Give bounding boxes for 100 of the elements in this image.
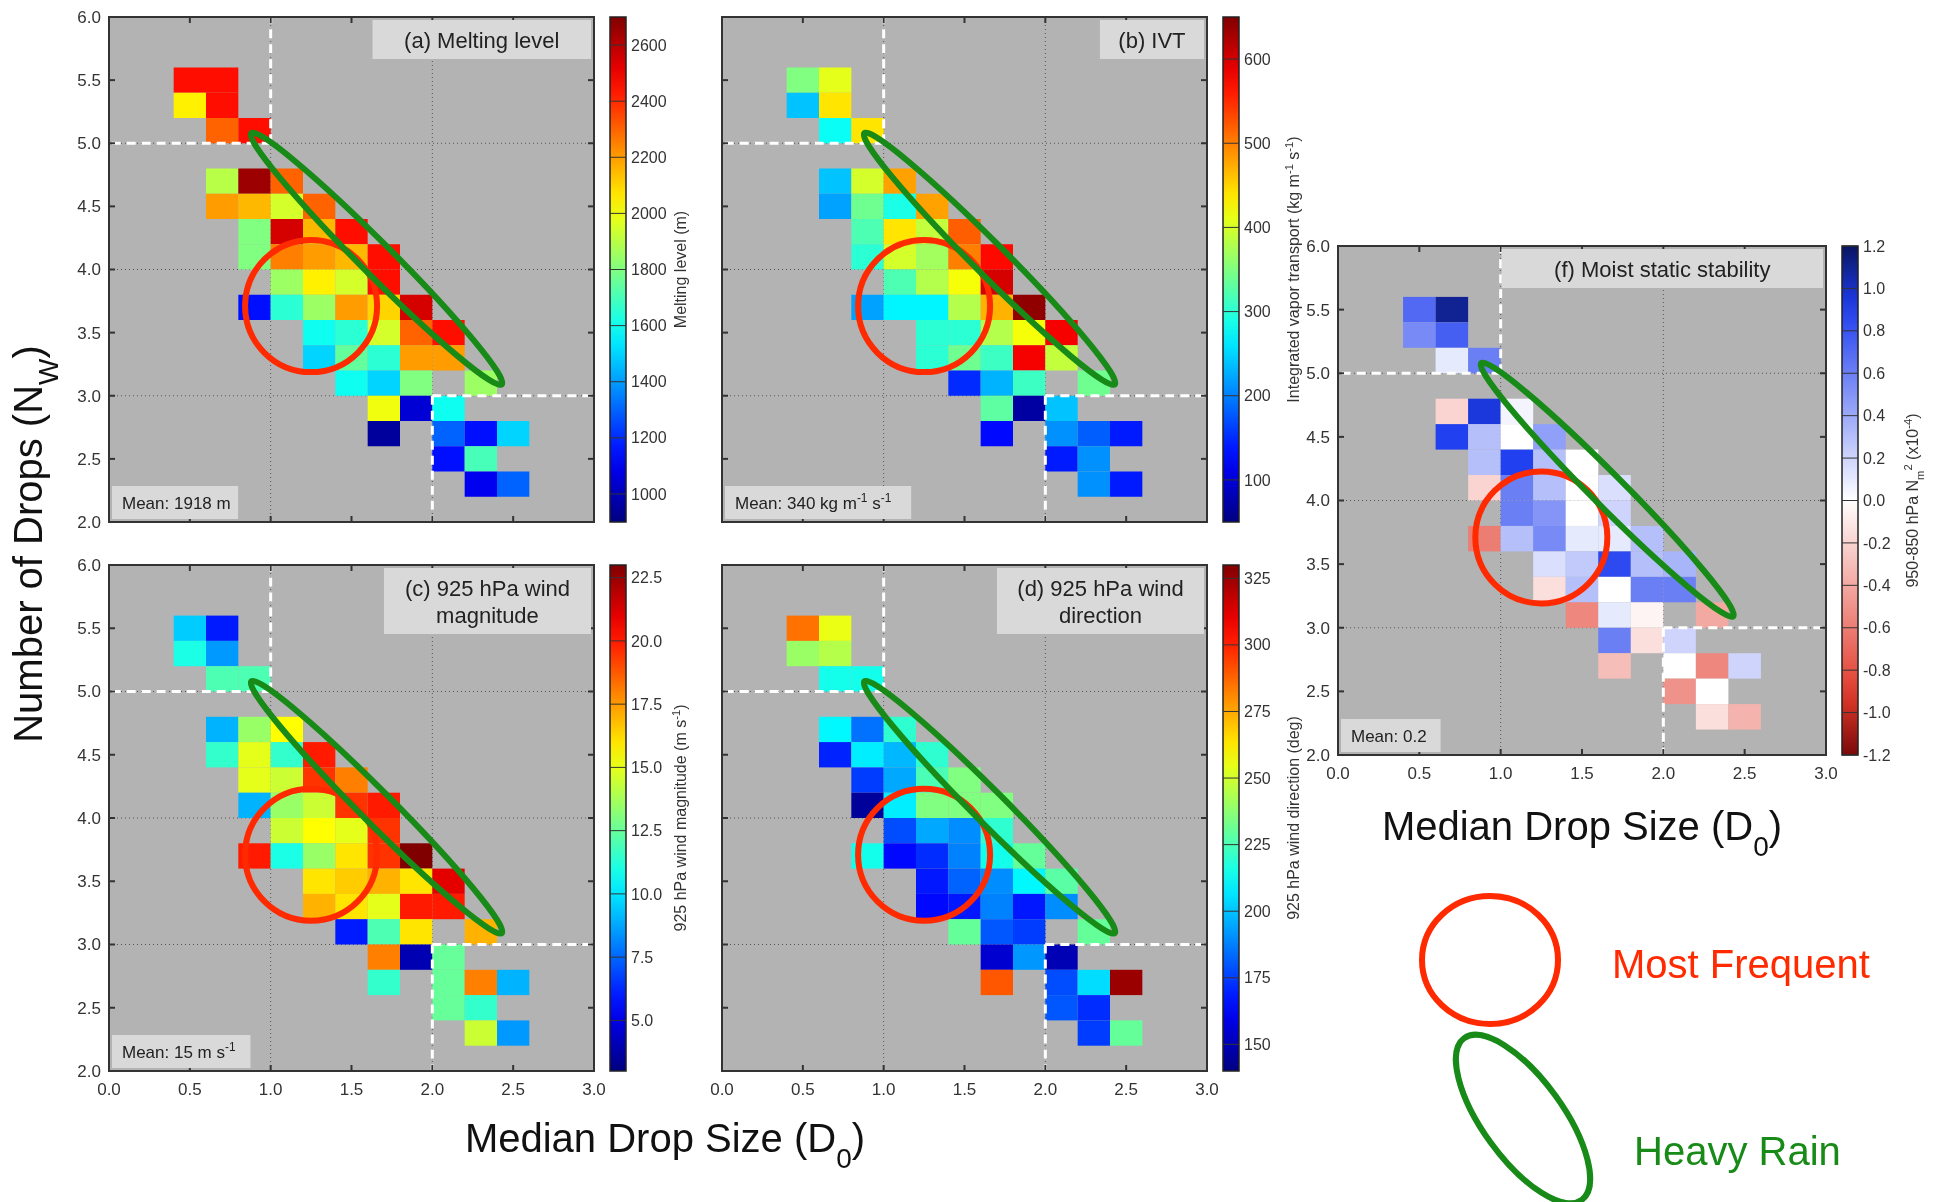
point (786, 615, 819, 641)
title-box: (d) 925 hPa wind direction (996, 568, 1204, 634)
point (883, 269, 916, 295)
color-bar-label: 500 (1244, 134, 1271, 152)
point (1663, 627, 1696, 654)
y-tick-label: 2.0 (77, 1061, 101, 1081)
point (948, 818, 981, 844)
point (270, 269, 303, 295)
point (948, 868, 981, 894)
point (367, 345, 400, 371)
color-bar-label: -0.6 (1863, 619, 1891, 637)
point (916, 320, 949, 346)
point (948, 320, 981, 346)
color-bar-label: 2200 (631, 148, 667, 166)
point (238, 767, 271, 793)
point (367, 919, 400, 945)
color-bar-label: 1000 (631, 485, 667, 503)
point (819, 640, 852, 667)
point (1533, 551, 1566, 577)
point (980, 421, 1013, 447)
point (786, 640, 819, 667)
point (1663, 678, 1696, 705)
color-bar-label: 175 (1244, 969, 1271, 987)
point (1565, 500, 1599, 526)
color-bar-label: 150 (1244, 1035, 1271, 1053)
color-bar-label: 1800 (631, 261, 667, 279)
point (303, 294, 336, 320)
x-tick-label: 0.5 (1407, 764, 1432, 783)
color-bar-label: 1.0 (1863, 280, 1886, 298)
point (1045, 421, 1078, 447)
point (206, 92, 239, 118)
point (1565, 602, 1599, 628)
point (270, 818, 303, 844)
point (948, 370, 981, 396)
color-bar-label: 200 (1244, 902, 1271, 920)
point (303, 792, 336, 818)
color-bar-label: 275 (1244, 703, 1271, 721)
point (238, 716, 271, 743)
point (980, 345, 1013, 371)
point (851, 219, 884, 245)
point (464, 1020, 497, 1046)
y-tick-label: 2.0 (1306, 745, 1330, 765)
point (464, 995, 497, 1021)
point (432, 969, 465, 996)
point (335, 370, 368, 396)
y-tick-label: 5.0 (77, 134, 101, 154)
point (303, 320, 336, 346)
point (206, 742, 239, 768)
point (367, 395, 400, 421)
color-bar-label: 12.5 (631, 822, 663, 840)
point (819, 716, 852, 743)
point (497, 471, 530, 497)
point (1565, 551, 1599, 577)
point (980, 893, 1013, 920)
y-tick-label: 4.5 (77, 197, 101, 217)
point (367, 421, 400, 447)
point (270, 294, 303, 320)
point (851, 168, 884, 194)
point (367, 370, 400, 396)
y-tick-label: 4.5 (77, 745, 101, 765)
point (1435, 296, 1469, 323)
point (206, 640, 239, 667)
point (497, 421, 530, 447)
color-bar-title: 925 hPa wind direction (deg) (1285, 716, 1302, 920)
note-box: Mean: 0.2 (1341, 719, 1441, 752)
y-tick-label: 6.0 (1306, 236, 1330, 256)
point (980, 944, 1013, 970)
point (1533, 500, 1566, 526)
point (206, 666, 239, 692)
point (173, 67, 206, 93)
point (1013, 944, 1046, 970)
point (1013, 395, 1046, 421)
x-tick-label: 0.0 (710, 1080, 734, 1099)
y-tick-label: 5.5 (1306, 300, 1330, 320)
y-tick-label: 3.5 (77, 323, 101, 343)
color-bar-label: 22.5 (631, 569, 663, 587)
point (1077, 446, 1110, 472)
point (916, 843, 949, 869)
text: Heavy Rain (1634, 1129, 1841, 1173)
point (1013, 919, 1046, 945)
color-bar-label: 325 (1244, 569, 1271, 587)
point (432, 395, 465, 421)
point (819, 118, 852, 144)
point (335, 843, 368, 869)
point (1077, 1020, 1110, 1046)
y-tick-label: 3.5 (77, 872, 101, 892)
color-bar-label: 2000 (631, 204, 667, 222)
point (916, 868, 949, 894)
color-bar-label: 250 (1244, 769, 1271, 787)
point (1403, 296, 1436, 323)
x-tick-label: 2.5 (501, 1080, 525, 1099)
point (819, 666, 852, 692)
color-bar-label: 200 (1244, 387, 1271, 405)
x-axis-title: Median Drop Size (D$_{0}$) (464, 1116, 866, 1174)
point (173, 640, 206, 667)
point (238, 742, 271, 768)
x-tick-label: 2.5 (1732, 764, 1757, 783)
point (400, 919, 433, 945)
point (1110, 1020, 1143, 1046)
color-bar-label: 600 (1244, 50, 1271, 68)
